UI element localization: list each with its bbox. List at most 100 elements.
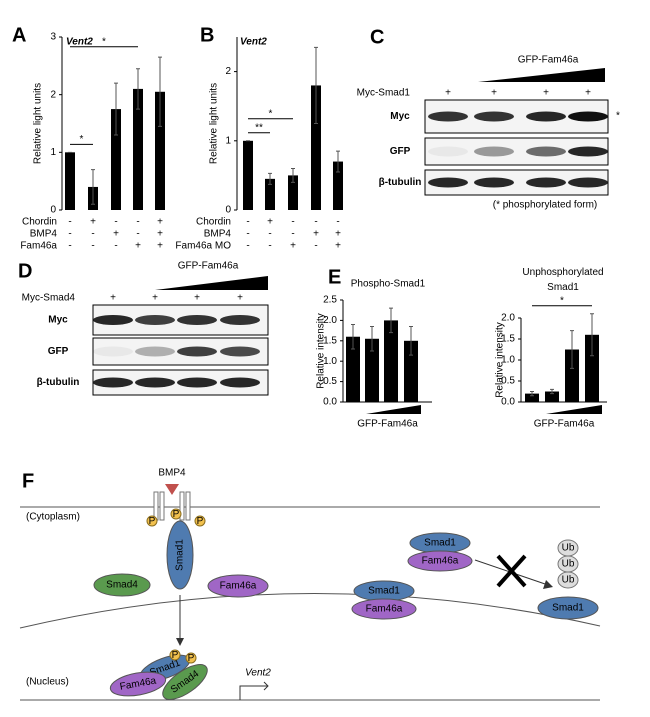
y-tick-label: 0 (50, 205, 56, 216)
arrow-head (176, 638, 184, 646)
y-tick-label: 1 (225, 135, 231, 146)
pair-fam46a (351, 598, 417, 620)
pair-fam46a (407, 550, 473, 572)
condition-mark: + (157, 229, 163, 240)
y-tick-label: 2.5 (323, 295, 337, 306)
smad4-label: Smad4 (106, 580, 138, 591)
band (93, 377, 133, 388)
y-tick-label: 0.5 (501, 376, 515, 387)
bar (404, 340, 418, 402)
condition-mark: - (291, 217, 294, 228)
condition-mark: + (135, 241, 141, 252)
error-bar (158, 56, 162, 127)
lane-mark: + (445, 88, 451, 99)
nuclear-smad4 (162, 664, 208, 700)
band (568, 146, 608, 157)
band (177, 346, 217, 357)
band (177, 315, 217, 325)
condition-mark: - (246, 229, 249, 240)
row-label: β-tubulin (379, 177, 422, 188)
bar (311, 85, 321, 210)
condition-mark: + (157, 241, 163, 252)
panel-label: E (328, 266, 341, 288)
band (93, 315, 133, 325)
bar (333, 161, 343, 210)
smad1-label: Smad1 (175, 539, 186, 571)
gradient-wedge (478, 68, 605, 82)
condition-mark: + (335, 241, 341, 252)
fam46a-label: Fam46a (220, 581, 257, 592)
band (526, 111, 566, 122)
y-tick-label: 2.0 (501, 313, 515, 324)
bar (111, 109, 121, 210)
band (428, 146, 468, 157)
band (428, 111, 468, 122)
lane-mark: + (110, 293, 116, 304)
bar (133, 88, 143, 210)
smad1 (166, 520, 194, 590)
phospho-circle (185, 652, 197, 664)
band (135, 346, 175, 357)
lane-mark: + (237, 293, 243, 304)
phospho-label: P (173, 509, 180, 520)
condition-mark: - (68, 217, 71, 228)
significance-mark: * (80, 134, 84, 145)
row-label: Myc (390, 111, 410, 122)
condition-mark: + (290, 241, 296, 252)
phospho-label: P (172, 650, 179, 661)
nucleus-label: (Nucleus) (26, 677, 69, 688)
ligand-label: BMP4 (158, 468, 186, 479)
row-label: Myc (48, 315, 68, 326)
band (220, 346, 260, 357)
band (474, 111, 514, 122)
bar (265, 178, 275, 210)
band (526, 146, 566, 157)
ubiquitin (557, 571, 579, 589)
y-axis-label: Relative intensity (316, 313, 327, 389)
condition-mark: - (91, 241, 94, 252)
condition-mark: + (157, 217, 163, 228)
significance-mark: ** (255, 122, 263, 133)
block-cross (496, 554, 527, 588)
y-tick-label: 0.0 (323, 397, 337, 408)
condition-mark: - (291, 229, 294, 240)
error-bar (291, 167, 295, 183)
y-tick-label: 0.5 (323, 376, 337, 387)
band (220, 377, 260, 388)
title-line: Unphosphorylated (522, 267, 603, 278)
fam46a (207, 574, 269, 598)
condition-label: Fam46a (20, 241, 57, 252)
bar (243, 140, 253, 210)
ligand (165, 484, 179, 495)
x-axis-label: GFP-Fam46a (534, 419, 595, 430)
condition-label: Chordin (22, 217, 57, 228)
gradient-wedge (366, 405, 421, 414)
error-bar (268, 172, 272, 185)
panel-label: D (18, 260, 32, 282)
treatment-label: GFP-Fam46a (178, 261, 239, 272)
condition-mark: - (68, 241, 71, 252)
band (474, 146, 514, 157)
cytoplasm-label: (Cytoplasm) (26, 512, 80, 523)
bar (585, 334, 599, 402)
nuclear-fam46a (109, 671, 167, 697)
ubiquitin-label: Ub (562, 559, 575, 570)
error-bar (91, 169, 95, 205)
pair-fam46a-label: Fam46a (366, 604, 403, 615)
significance-mark: * (269, 108, 273, 119)
gene-label: Vent2 (245, 668, 271, 679)
condition-mark: + (113, 229, 119, 240)
phospho-marker: * (616, 111, 620, 122)
error-bar (351, 323, 355, 350)
condition-mark: - (336, 217, 339, 228)
condition-mark: + (335, 229, 341, 240)
y-tick-label: 3 (50, 32, 56, 43)
y-axis-label: Relative light units (209, 83, 220, 164)
row-label: β-tubulin (37, 377, 80, 388)
bar (365, 338, 379, 402)
condition-mark: - (314, 217, 317, 228)
condition-mark: - (314, 241, 317, 252)
condition-mark: + (90, 217, 96, 228)
condition-mark: + (267, 217, 273, 228)
